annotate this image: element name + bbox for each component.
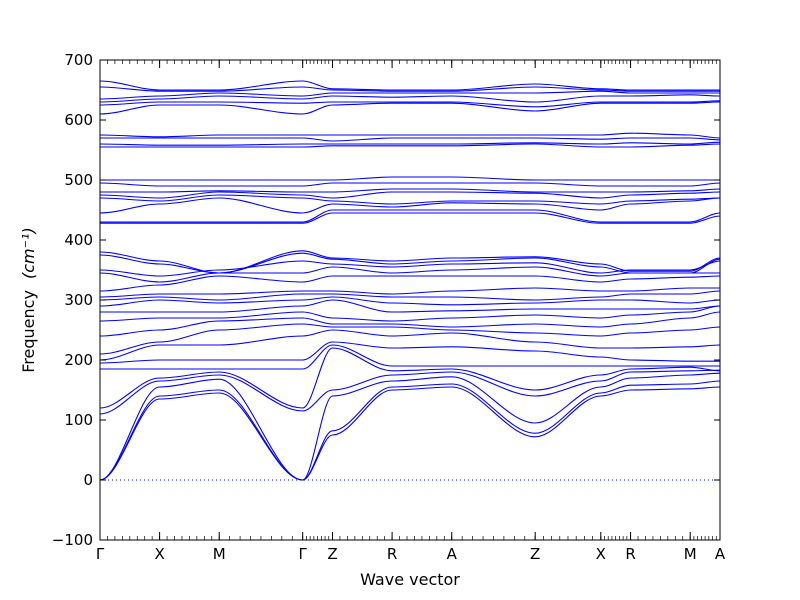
y-tick-labels: −100 0 100 200 300 400 500 600 700 [52, 51, 93, 549]
x-tick-label: A [447, 545, 458, 563]
band-line [100, 137, 721, 142]
band-line [99, 80, 720, 91]
x-tick-label: Z [327, 545, 337, 563]
band-line [99, 290, 721, 301]
band-line [99, 191, 721, 199]
y-tick-label: 700 [64, 51, 93, 69]
band-line [99, 329, 721, 361]
band-line [99, 197, 721, 214]
band-line [99, 250, 721, 274]
x-tick-label: M [684, 545, 697, 563]
y-tick-label: 300 [64, 291, 93, 309]
y-tick-label: 500 [64, 171, 93, 189]
band-lines [99, 80, 721, 481]
x-tick-label: X [596, 545, 606, 563]
band-line [99, 305, 721, 322]
band-line [99, 369, 721, 415]
band-line [99, 141, 721, 146]
y-tick-label: 100 [64, 411, 93, 429]
band-line [99, 287, 720, 298]
band-line [99, 143, 721, 148]
band-line [100, 344, 720, 370]
band-line [100, 209, 721, 223]
band-line [99, 380, 721, 481]
band-line [99, 188, 721, 193]
band-line [99, 296, 721, 307]
x-tick-label: R [387, 545, 397, 563]
band-line [99, 347, 721, 409]
band-line [99, 341, 720, 364]
x-tick-label: A [715, 545, 726, 563]
band-line [100, 212, 721, 224]
x-tick-label: Z [530, 545, 540, 563]
band-line [99, 372, 721, 481]
band-line [99, 386, 721, 481]
band-line [99, 86, 720, 92]
band-line [99, 299, 721, 313]
plot-frame [99, 59, 721, 541]
x-axis-label: Wave vector [360, 570, 460, 589]
x-tick-label: R [625, 545, 635, 563]
y-axis-label-text: Frequency [19, 290, 38, 373]
x-tick-label: Γ [96, 545, 105, 563]
y-tick-label: 0 [83, 471, 93, 489]
y-tick-label: 200 [64, 351, 93, 369]
band-line [99, 194, 721, 205]
band-line [99, 101, 721, 115]
band-line [100, 176, 720, 181]
band-line [99, 311, 721, 337]
x-tick-label: X [154, 545, 164, 563]
y-tick-label: 600 [64, 111, 93, 129]
y-axis-label: Frequency (cm⁻¹) [19, 227, 38, 372]
y-tick-label: −100 [52, 531, 93, 549]
y-tick-label: 400 [64, 231, 93, 249]
band-line [99, 323, 721, 355]
x-tick-label: Γ [299, 545, 308, 563]
x-tick-label: M [213, 545, 226, 563]
band-line [99, 90, 720, 100]
band-line [99, 94, 721, 103]
band-line [99, 275, 721, 292]
band-line [99, 100, 721, 108]
band-line [99, 260, 721, 277]
y-axis-label-unit: (cm⁻¹) [19, 227, 38, 279]
band-line [99, 132, 721, 139]
band-line [99, 182, 721, 187]
